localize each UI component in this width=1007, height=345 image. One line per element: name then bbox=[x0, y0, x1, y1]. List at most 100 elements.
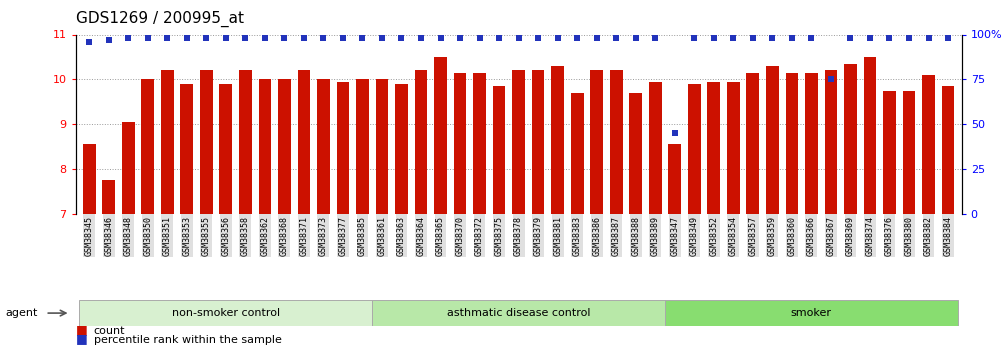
Bar bbox=[942, 86, 955, 214]
Text: GSM38349: GSM38349 bbox=[690, 216, 699, 256]
Point bbox=[920, 35, 937, 41]
Text: GSM38388: GSM38388 bbox=[631, 216, 640, 256]
Bar bbox=[708, 82, 720, 214]
Bar bbox=[103, 180, 115, 214]
Bar bbox=[356, 79, 369, 214]
Bar bbox=[746, 72, 759, 214]
Point bbox=[198, 35, 214, 41]
Text: ■: ■ bbox=[76, 323, 88, 336]
Text: GSM38354: GSM38354 bbox=[729, 216, 738, 256]
Text: GSM38364: GSM38364 bbox=[417, 216, 426, 256]
Text: GSM38350: GSM38350 bbox=[143, 216, 152, 256]
Text: GSM38387: GSM38387 bbox=[611, 216, 620, 256]
Point bbox=[783, 35, 800, 41]
Bar bbox=[122, 122, 135, 214]
Text: GSM38348: GSM38348 bbox=[124, 216, 133, 256]
Bar bbox=[454, 72, 466, 214]
Point bbox=[569, 35, 585, 41]
Point bbox=[178, 35, 194, 41]
Text: GSM38353: GSM38353 bbox=[182, 216, 191, 256]
Text: GDS1269 / 200995_at: GDS1269 / 200995_at bbox=[76, 10, 244, 27]
Text: GSM38358: GSM38358 bbox=[241, 216, 250, 256]
Point bbox=[101, 37, 117, 43]
Bar bbox=[239, 70, 252, 214]
Text: ■: ■ bbox=[76, 332, 88, 345]
Point bbox=[550, 35, 566, 41]
Point bbox=[276, 35, 292, 41]
Bar bbox=[902, 90, 915, 214]
Point bbox=[627, 35, 643, 41]
Text: GSM38368: GSM38368 bbox=[280, 216, 289, 256]
Text: agent: agent bbox=[5, 308, 37, 318]
Text: GSM38346: GSM38346 bbox=[104, 216, 113, 256]
Bar bbox=[649, 82, 662, 214]
Point bbox=[881, 35, 897, 41]
Text: GSM38357: GSM38357 bbox=[748, 216, 757, 256]
Bar bbox=[395, 84, 408, 214]
Text: GSM38367: GSM38367 bbox=[827, 216, 836, 256]
Text: GSM38345: GSM38345 bbox=[85, 216, 94, 256]
Point bbox=[452, 35, 468, 41]
Text: count: count bbox=[94, 326, 125, 336]
Text: GSM38365: GSM38365 bbox=[436, 216, 445, 256]
Bar bbox=[610, 70, 622, 214]
Text: GSM38373: GSM38373 bbox=[319, 216, 328, 256]
Text: GSM38380: GSM38380 bbox=[904, 216, 913, 256]
Bar bbox=[665, 300, 958, 326]
Point bbox=[432, 35, 448, 41]
Text: GSM38361: GSM38361 bbox=[378, 216, 387, 256]
Text: GSM38381: GSM38381 bbox=[553, 216, 562, 256]
Text: GSM38352: GSM38352 bbox=[709, 216, 718, 256]
Bar bbox=[415, 70, 427, 214]
Point bbox=[843, 35, 859, 41]
Text: GSM38384: GSM38384 bbox=[944, 216, 953, 256]
Point bbox=[218, 35, 234, 41]
Text: GSM38369: GSM38369 bbox=[846, 216, 855, 256]
Text: GSM38370: GSM38370 bbox=[455, 216, 464, 256]
Bar bbox=[492, 86, 506, 214]
Bar bbox=[669, 144, 681, 214]
Point bbox=[335, 35, 351, 41]
Bar bbox=[336, 82, 349, 214]
Bar bbox=[80, 300, 373, 326]
Text: GSM38379: GSM38379 bbox=[534, 216, 543, 256]
Point bbox=[491, 35, 508, 41]
Point bbox=[140, 35, 156, 41]
Bar bbox=[785, 72, 799, 214]
Bar bbox=[180, 84, 193, 214]
Point bbox=[374, 35, 390, 41]
Bar bbox=[317, 79, 329, 214]
Bar bbox=[551, 66, 564, 214]
Point bbox=[511, 35, 527, 41]
Bar bbox=[376, 79, 389, 214]
Point bbox=[589, 35, 605, 41]
Text: GSM38385: GSM38385 bbox=[357, 216, 367, 256]
Text: GSM38382: GSM38382 bbox=[924, 216, 933, 256]
Text: GSM38347: GSM38347 bbox=[671, 216, 680, 256]
Point bbox=[686, 35, 702, 41]
Text: GSM38378: GSM38378 bbox=[515, 216, 523, 256]
Point bbox=[315, 35, 331, 41]
Bar bbox=[727, 82, 740, 214]
Text: GSM38360: GSM38360 bbox=[787, 216, 797, 256]
Bar bbox=[805, 72, 818, 214]
Bar bbox=[141, 79, 154, 214]
Point bbox=[667, 130, 683, 136]
Bar bbox=[922, 75, 934, 214]
Text: percentile rank within the sample: percentile rank within the sample bbox=[94, 335, 282, 345]
Point bbox=[823, 77, 839, 82]
Bar bbox=[259, 79, 271, 214]
Text: non-smoker control: non-smoker control bbox=[172, 308, 280, 318]
Point bbox=[471, 35, 487, 41]
Text: GSM38376: GSM38376 bbox=[885, 216, 894, 256]
Point bbox=[608, 35, 624, 41]
Point bbox=[648, 35, 664, 41]
Text: GSM38355: GSM38355 bbox=[201, 216, 210, 256]
Bar bbox=[844, 64, 857, 214]
Point bbox=[940, 35, 956, 41]
Point bbox=[296, 35, 312, 41]
Text: GSM38351: GSM38351 bbox=[163, 216, 172, 256]
Point bbox=[394, 35, 410, 41]
Point bbox=[159, 35, 175, 41]
Bar bbox=[220, 84, 233, 214]
